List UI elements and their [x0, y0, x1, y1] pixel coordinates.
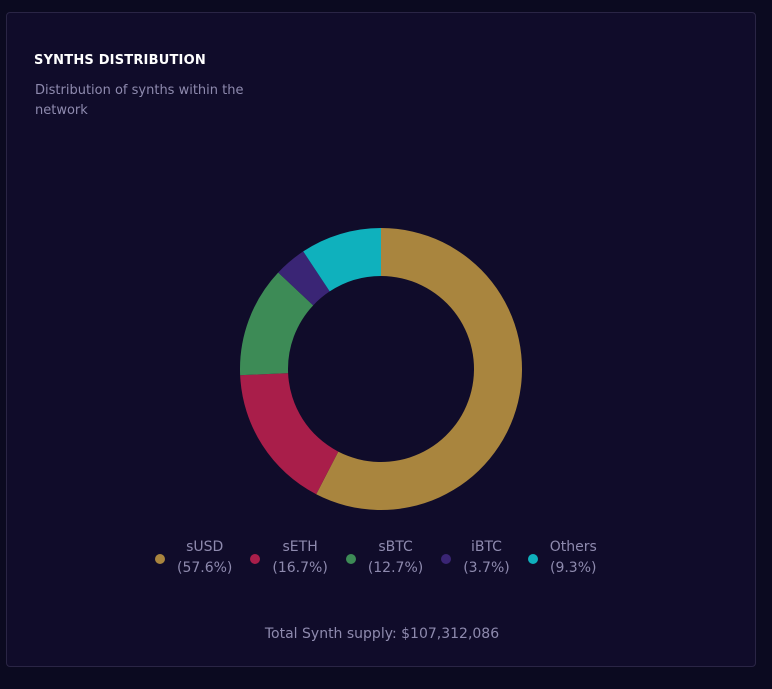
legend-percent: (3.7%): [463, 560, 510, 576]
slice-sbtc[interactable]: [240, 272, 314, 376]
legend-dot: [155, 554, 165, 564]
legend-dot: [527, 554, 538, 564]
slice-ibtc[interactable]: [278, 251, 330, 306]
legend-label: sUSD: [186, 539, 224, 555]
slice-seth[interactable]: [240, 373, 339, 495]
legend-text: Others (9.3%): [550, 537, 597, 579]
slice-susd[interactable]: [316, 228, 522, 511]
legend-label: sBTC: [378, 539, 413, 555]
legend-label: Others: [549, 539, 597, 555]
legend-item-ibtc[interactable]: iBTC (3.7%): [441, 537, 510, 579]
legend-item-others[interactable]: Others (9.3%): [527, 537, 597, 579]
legend-label: iBTC: [470, 539, 502, 555]
legend-label: sETH: [282, 539, 318, 555]
legend-percent: (16.7%): [272, 560, 328, 576]
legend-percent: (57.6%): [177, 560, 233, 576]
legend-dot: [441, 554, 452, 564]
legend-text: sUSD (57.6%): [177, 537, 232, 579]
legend-text: sBTC (12.7%): [368, 537, 423, 579]
legend-item-seth[interactable]: sETH (16.7%): [250, 537, 328, 579]
slice-others[interactable]: [303, 228, 381, 292]
chart-title: SYNTHS DISTRIBUTION: [34, 53, 206, 68]
legend-text: sETH (16.7%): [272, 537, 327, 579]
legend-percent: (12.7%): [367, 560, 424, 576]
chart-subtitle: Distribution of synths within the networ…: [35, 83, 244, 118]
legend-percent: (9.3%): [549, 560, 597, 576]
legend-text: iBTC (3.7%): [463, 537, 510, 579]
total-synth-supply: Total Synth supply: $107,312,086: [264, 626, 500, 642]
donut-chart: [240, 228, 522, 511]
legend-dot: [250, 554, 261, 564]
donut-slices: [240, 228, 522, 511]
legend-dot: [345, 554, 356, 564]
synths-distribution-card: SYNTHS DISTRIBUTION Distribution of synt…: [6, 12, 756, 667]
legend-item-susd[interactable]: sUSD (57.6%): [155, 537, 232, 579]
legend-item-sbtc[interactable]: sBTC (12.7%): [345, 537, 423, 579]
chart-legend: sUSD (57.6%) sETH (16.7%) sBTC (12.7%) iBTC (3.…: [155, 537, 615, 579]
